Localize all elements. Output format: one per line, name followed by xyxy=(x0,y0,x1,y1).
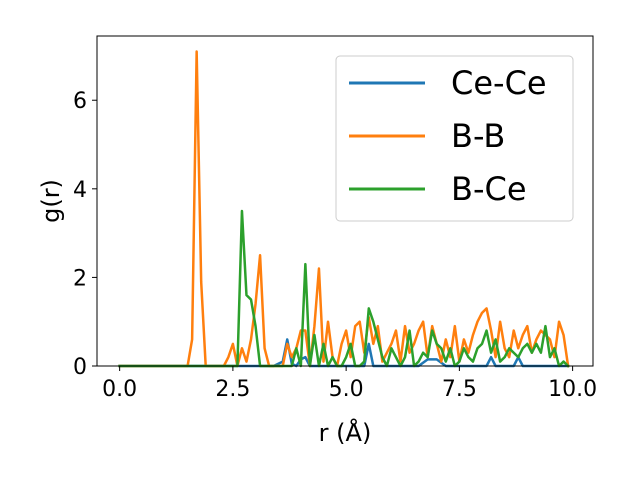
y-tick-label: 0 xyxy=(73,355,87,380)
x-axis-label: r (Å) xyxy=(319,418,372,447)
x-tick-label: 0.0 xyxy=(102,377,137,402)
x-tick-label: 2.5 xyxy=(215,377,250,402)
y-tick-label: 6 xyxy=(73,89,87,114)
plot-frame xyxy=(96,35,594,367)
series-line-b-ce xyxy=(118,209,570,368)
x-tick-label: 10.0 xyxy=(548,377,597,402)
x-tick-label: 5.0 xyxy=(329,377,364,402)
y-tick-label: 4 xyxy=(73,178,87,203)
legend-label-b-ce: B-Ce xyxy=(451,170,527,208)
x-tick-label: 7.5 xyxy=(442,377,477,402)
y-axis-ticks: 0 2 4 6 xyxy=(73,89,97,380)
legend-box xyxy=(335,55,574,222)
x-axis-ticks: 0.0 2.5 5.0 7.5 10.0 xyxy=(102,366,597,402)
legend-label-ce-ce: Ce-Ce xyxy=(451,64,547,102)
legend-label-b-b: B-B xyxy=(451,117,505,155)
y-axis-label: g(r) xyxy=(37,179,65,223)
y-tick-label: 2 xyxy=(73,266,87,291)
legend: Ce-Ce B-B B-Ce xyxy=(335,55,574,222)
